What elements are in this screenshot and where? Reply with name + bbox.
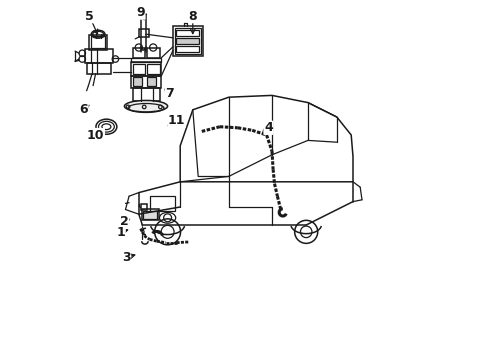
Bar [133, 64, 145, 74]
Bar [147, 48, 160, 58]
Text: 8: 8 [189, 10, 197, 23]
Text: 2: 2 [120, 215, 129, 228]
Bar [131, 58, 162, 62]
Bar [147, 64, 160, 74]
Text: 5: 5 [85, 10, 94, 23]
Bar [131, 76, 162, 88]
Text: 10: 10 [87, 129, 104, 141]
Bar [133, 88, 160, 101]
Text: 4: 4 [264, 121, 273, 134]
Text: 7: 7 [165, 87, 174, 100]
Bar [133, 48, 145, 58]
Bar [176, 38, 199, 44]
Bar [149, 196, 175, 211]
Bar [175, 28, 201, 54]
Text: 11: 11 [168, 114, 185, 127]
Bar [90, 35, 107, 50]
Bar [176, 30, 199, 36]
Bar [144, 211, 157, 219]
Text: 3: 3 [122, 251, 130, 264]
Bar [176, 46, 199, 52]
Ellipse shape [124, 100, 168, 112]
Text: 9: 9 [136, 6, 145, 19]
Bar [142, 209, 159, 220]
Bar [133, 77, 143, 86]
Bar [147, 77, 156, 86]
Bar [91, 36, 105, 48]
Bar [173, 26, 202, 56]
Text: 6: 6 [79, 103, 88, 116]
Bar [139, 29, 149, 37]
Bar [87, 63, 111, 74]
Bar [85, 49, 113, 63]
Bar [131, 62, 162, 76]
Bar [141, 204, 147, 210]
Text: 1: 1 [117, 226, 125, 239]
